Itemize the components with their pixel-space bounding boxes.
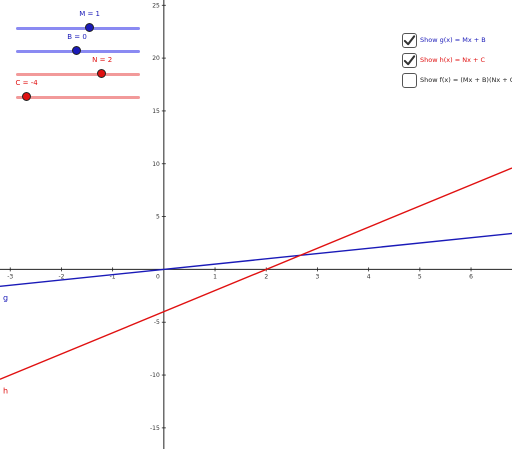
line-g-label: g xyxy=(3,293,8,302)
line-h[interactable] xyxy=(0,167,512,380)
curves: gh xyxy=(0,167,512,395)
checkbox-box[interactable] xyxy=(402,72,417,88)
y-tick-label: 25 xyxy=(152,2,160,9)
slider-track[interactable] xyxy=(16,96,140,99)
line-g[interactable] xyxy=(0,232,512,287)
y-tick-label: -10 xyxy=(150,372,160,379)
slider-label: C = -4 xyxy=(15,79,38,87)
y-tick-label: 15 xyxy=(152,108,160,115)
slider-n[interactable]: N = 2 xyxy=(14,56,140,80)
checkmark-icon xyxy=(403,34,416,45)
x-tick-label: -1 xyxy=(110,273,116,280)
x-tick-label: 5 xyxy=(418,273,422,280)
slider-c[interactable]: C = -4 xyxy=(14,79,140,103)
checkbox-label: Show f(x) = (Mx + B)(Nx + C) xyxy=(420,76,512,84)
x-tick-label: 0 xyxy=(156,273,160,280)
slider-knob[interactable] xyxy=(84,23,94,32)
y-tick-label: 10 xyxy=(152,161,160,168)
y-tick-label: 5 xyxy=(156,214,160,221)
slider-track[interactable] xyxy=(16,27,140,30)
y-tick-label: -15 xyxy=(150,425,160,432)
x-tick-label: 6 xyxy=(469,273,473,280)
line-h-label: h xyxy=(3,386,8,395)
checkbox-box[interactable] xyxy=(402,32,417,48)
slider-label: M = 1 xyxy=(79,10,100,18)
slider-label: B = 0 xyxy=(67,33,87,41)
x-tick-label: 1 xyxy=(213,273,217,280)
slider-knob[interactable] xyxy=(72,46,81,55)
checkbox-show-g[interactable]: Show g(x) = Mx + B xyxy=(402,31,486,49)
y-tick-label: 20 xyxy=(152,55,160,62)
checkbox-label: Show g(x) = Mx + B xyxy=(420,36,486,44)
x-tick-label: 3 xyxy=(316,273,320,280)
y-tick-label: -5 xyxy=(154,319,160,326)
slider-knob[interactable] xyxy=(97,69,107,78)
x-tick-label: -2 xyxy=(58,273,64,280)
checkmark-icon xyxy=(403,54,416,65)
checkbox-show-f[interactable]: Show f(x) = (Mx + B)(Nx + C) xyxy=(402,71,512,89)
checkbox-show-h[interactable]: Show h(x) = Nx + C xyxy=(402,51,485,69)
x-tick-label: 4 xyxy=(367,273,371,280)
slider-label: N = 2 xyxy=(92,56,113,64)
x-tick-label: 2 xyxy=(264,273,268,280)
slider-track[interactable] xyxy=(16,73,140,76)
checkbox-box[interactable] xyxy=(402,52,417,68)
checkbox-label: Show h(x) = Nx + C xyxy=(420,56,486,64)
slider-m[interactable]: M = 1 xyxy=(14,10,140,34)
x-tick-label: -3 xyxy=(7,273,13,280)
slider-knob[interactable] xyxy=(21,92,31,101)
slider-b[interactable]: B = 0 xyxy=(14,33,140,57)
